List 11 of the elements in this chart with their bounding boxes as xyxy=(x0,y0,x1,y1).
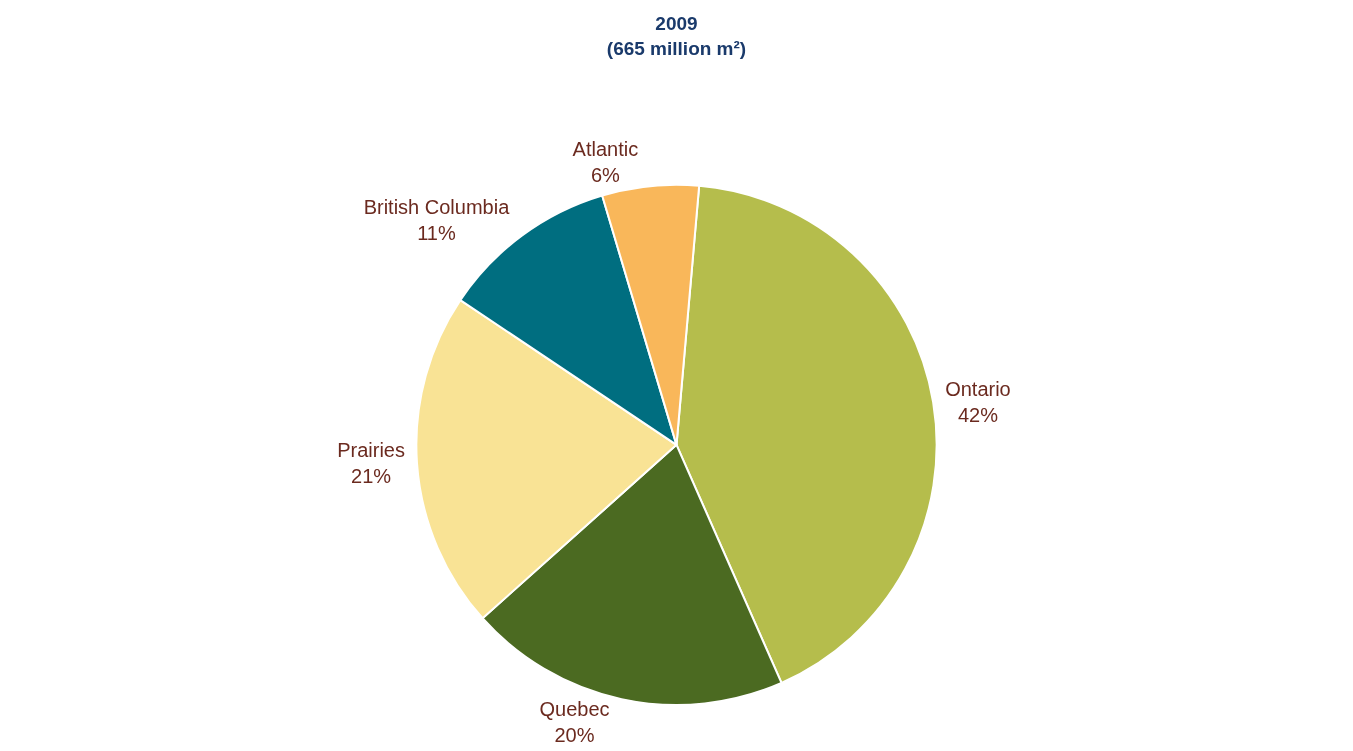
data-label: 11% xyxy=(417,221,456,244)
data-label: 20% xyxy=(554,724,595,747)
slice-label: Quebec xyxy=(539,698,610,721)
slice-label: Atlantic xyxy=(572,138,639,161)
slice-label: British Columbia xyxy=(363,195,511,218)
chart-title: 2009 (665 million m²) xyxy=(606,13,747,59)
data-label: 6% xyxy=(590,164,621,187)
slice-label: Prairies xyxy=(337,439,405,462)
data-label: 21% xyxy=(351,465,392,488)
slice-label: Ontario xyxy=(945,377,1011,400)
data-label: 42% xyxy=(957,403,999,426)
